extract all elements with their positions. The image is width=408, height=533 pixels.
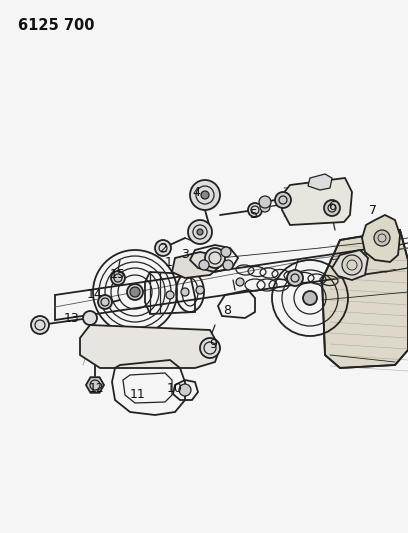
Circle shape	[342, 255, 362, 275]
Text: 8: 8	[223, 303, 231, 317]
Text: 9: 9	[209, 338, 217, 351]
Text: 12: 12	[89, 382, 105, 394]
Polygon shape	[172, 252, 218, 278]
Circle shape	[155, 240, 171, 256]
Circle shape	[111, 271, 125, 285]
Circle shape	[188, 220, 212, 244]
Circle shape	[260, 202, 270, 212]
Circle shape	[201, 191, 209, 199]
Text: 6: 6	[328, 200, 336, 214]
Circle shape	[324, 200, 340, 216]
Circle shape	[303, 291, 317, 305]
Circle shape	[205, 248, 225, 268]
Circle shape	[166, 291, 174, 299]
Polygon shape	[332, 250, 368, 280]
Text: 5: 5	[250, 208, 258, 222]
Text: 3: 3	[181, 248, 189, 262]
Circle shape	[98, 295, 112, 309]
Circle shape	[200, 338, 220, 358]
Circle shape	[199, 260, 209, 270]
Text: 6125 700: 6125 700	[18, 18, 95, 33]
Circle shape	[196, 286, 204, 294]
Text: 14: 14	[87, 288, 103, 302]
Circle shape	[223, 260, 233, 270]
Circle shape	[221, 247, 231, 257]
Text: 7: 7	[369, 205, 377, 217]
Polygon shape	[86, 377, 104, 393]
Text: 11: 11	[130, 389, 146, 401]
Polygon shape	[362, 215, 400, 262]
Circle shape	[190, 180, 220, 210]
Circle shape	[83, 311, 97, 325]
Circle shape	[248, 203, 262, 217]
Circle shape	[127, 284, 143, 300]
Circle shape	[236, 278, 244, 286]
Circle shape	[179, 384, 191, 396]
Text: 4: 4	[192, 187, 200, 199]
Circle shape	[31, 316, 49, 334]
Circle shape	[374, 230, 390, 246]
Polygon shape	[282, 178, 352, 225]
Polygon shape	[80, 325, 220, 368]
Polygon shape	[322, 230, 408, 368]
Circle shape	[130, 287, 140, 297]
Circle shape	[287, 270, 303, 286]
Text: 1: 1	[165, 255, 173, 269]
Text: 15: 15	[110, 269, 126, 281]
Polygon shape	[308, 174, 332, 190]
Circle shape	[197, 229, 203, 235]
Circle shape	[181, 288, 189, 296]
Circle shape	[259, 196, 271, 208]
Text: 10: 10	[167, 382, 183, 394]
Text: 2: 2	[159, 241, 167, 254]
Circle shape	[275, 192, 291, 208]
Text: 13: 13	[64, 311, 80, 325]
